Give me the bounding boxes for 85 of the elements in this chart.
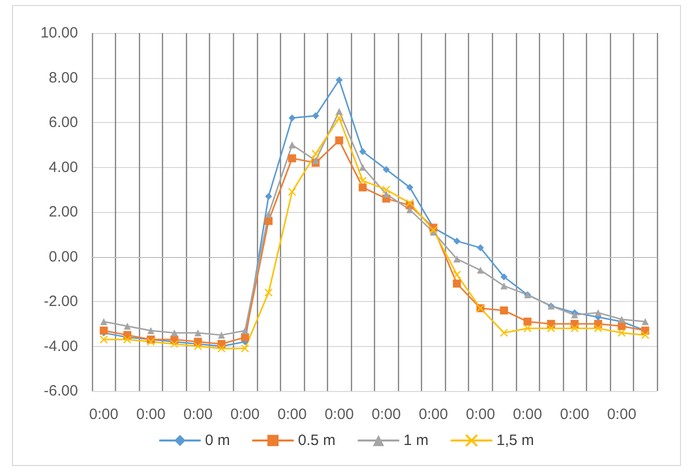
- point: [546, 324, 556, 332]
- point: [500, 306, 508, 314]
- point: [265, 192, 272, 200]
- x-tick-label: 0:00: [230, 406, 260, 423]
- point: [288, 154, 296, 162]
- y-tick-label: 0.00: [48, 248, 78, 266]
- point: [358, 176, 367, 185]
- point: [288, 188, 296, 196]
- point: [618, 328, 626, 337]
- point: [288, 114, 296, 122]
- point: [124, 322, 131, 330]
- point: [453, 238, 460, 245]
- y-tick-label: -4.00: [44, 338, 78, 355]
- point: [618, 316, 626, 323]
- point: [452, 270, 461, 279]
- point: [123, 335, 132, 344]
- point: [641, 330, 650, 340]
- legend-label: 0.5 m: [298, 432, 336, 449]
- y-tick-label: 4.00: [48, 158, 78, 176]
- point: [241, 333, 250, 342]
- point: [240, 344, 250, 353]
- y-tick-label: -2.00: [44, 293, 78, 310]
- point: [594, 324, 602, 332]
- point: [358, 183, 367, 192]
- point: [194, 329, 202, 336]
- point: [264, 288, 273, 297]
- point: [642, 318, 649, 326]
- point: [336, 76, 343, 84]
- y-tick-label: 2.00: [48, 204, 78, 220]
- x-tick-label: 0:00: [324, 406, 354, 423]
- point: [476, 266, 484, 274]
- point: [288, 141, 296, 148]
- legend-label: 0 m: [204, 432, 230, 449]
- x-tick-label: 0:00: [278, 406, 307, 423]
- point: [594, 309, 602, 316]
- point: [406, 184, 414, 191]
- point: [264, 216, 273, 225]
- point: [382, 186, 390, 194]
- point: [312, 157, 320, 164]
- point: [312, 150, 320, 158]
- legend-label: 1,5 m: [496, 432, 534, 449]
- x-tick-label: 0:00: [89, 406, 118, 423]
- x-tick-label: 0:00: [512, 406, 542, 423]
- point: [194, 342, 202, 350]
- point: [500, 273, 508, 280]
- point: [476, 244, 484, 252]
- point: [335, 136, 344, 144]
- point: [452, 280, 461, 288]
- point: [382, 190, 390, 198]
- x-tick-label: 0:00: [560, 406, 590, 423]
- point: [170, 340, 178, 348]
- point: [359, 148, 366, 156]
- point: [335, 114, 344, 122]
- point: [406, 198, 414, 208]
- x-tick-label: 0:00: [607, 406, 636, 423]
- point: [570, 324, 579, 332]
- x-tick-label: 0:00: [418, 406, 448, 423]
- point: [312, 112, 320, 120]
- point: [382, 166, 390, 173]
- point: [100, 335, 108, 344]
- point: [242, 327, 249, 334]
- point: [524, 318, 532, 326]
- point: [100, 326, 108, 335]
- point: [265, 210, 272, 218]
- point: [453, 255, 460, 262]
- point: [170, 329, 178, 336]
- point: [359, 164, 366, 171]
- x-tick-label: 0:00: [136, 406, 166, 423]
- point: [500, 328, 508, 337]
- y-tick-label: 10.00: [40, 24, 78, 42]
- y-tick-label: 8.00: [48, 69, 78, 86]
- y-tick-label: 6.00: [48, 114, 78, 131]
- x-tick-label: 0:00: [183, 406, 213, 423]
- point: [217, 344, 226, 353]
- point: [100, 318, 108, 326]
- point: [523, 324, 532, 332]
- point: [147, 327, 154, 334]
- point: [218, 332, 225, 339]
- legend-label: 1 m: [404, 432, 429, 449]
- point: [500, 282, 508, 290]
- x-tick-label: 0:00: [372, 406, 401, 423]
- y-tick-label: -6.00: [44, 382, 78, 400]
- x-tick-label: 0:00: [466, 406, 496, 423]
- point: [406, 206, 414, 214]
- point: [336, 108, 343, 115]
